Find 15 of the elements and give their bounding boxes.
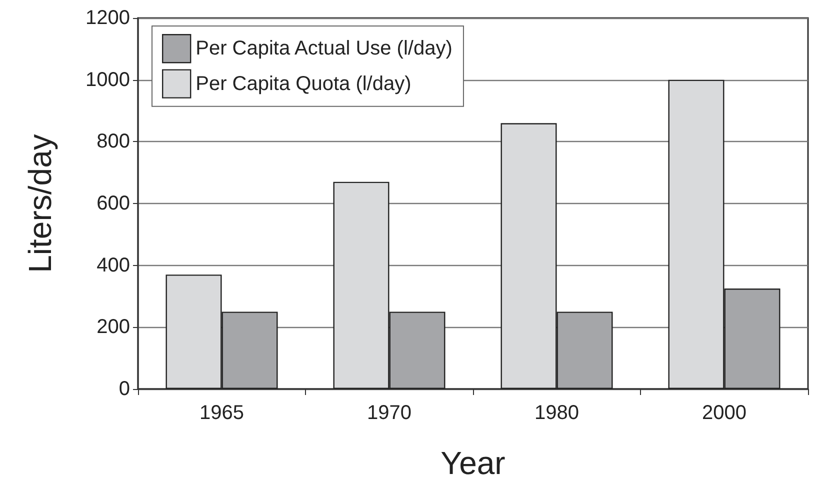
- legend-label: Per Capita Actual Use (l/day): [196, 38, 452, 60]
- x-tick-label: 2000: [702, 402, 746, 424]
- x-tick-label: 1970: [367, 402, 412, 424]
- y-tick-label: 200: [96, 316, 130, 338]
- x-tick-label: 1980: [534, 402, 579, 424]
- y-tick-label: 1200: [86, 7, 130, 29]
- y-tick-label: 400: [96, 254, 130, 276]
- y-axis-title: Liters/day: [22, 134, 58, 273]
- y-tick-label: 600: [96, 192, 130, 214]
- y-tick-label: 0: [118, 378, 130, 400]
- y-tick-label: 800: [96, 130, 130, 153]
- x-tick-label: 1965: [200, 402, 244, 424]
- y-tick-label: 1000: [86, 68, 130, 91]
- x-axis-title: Year: [440, 445, 506, 481]
- legend-label: Per Capita Quota (l/day): [196, 72, 412, 95]
